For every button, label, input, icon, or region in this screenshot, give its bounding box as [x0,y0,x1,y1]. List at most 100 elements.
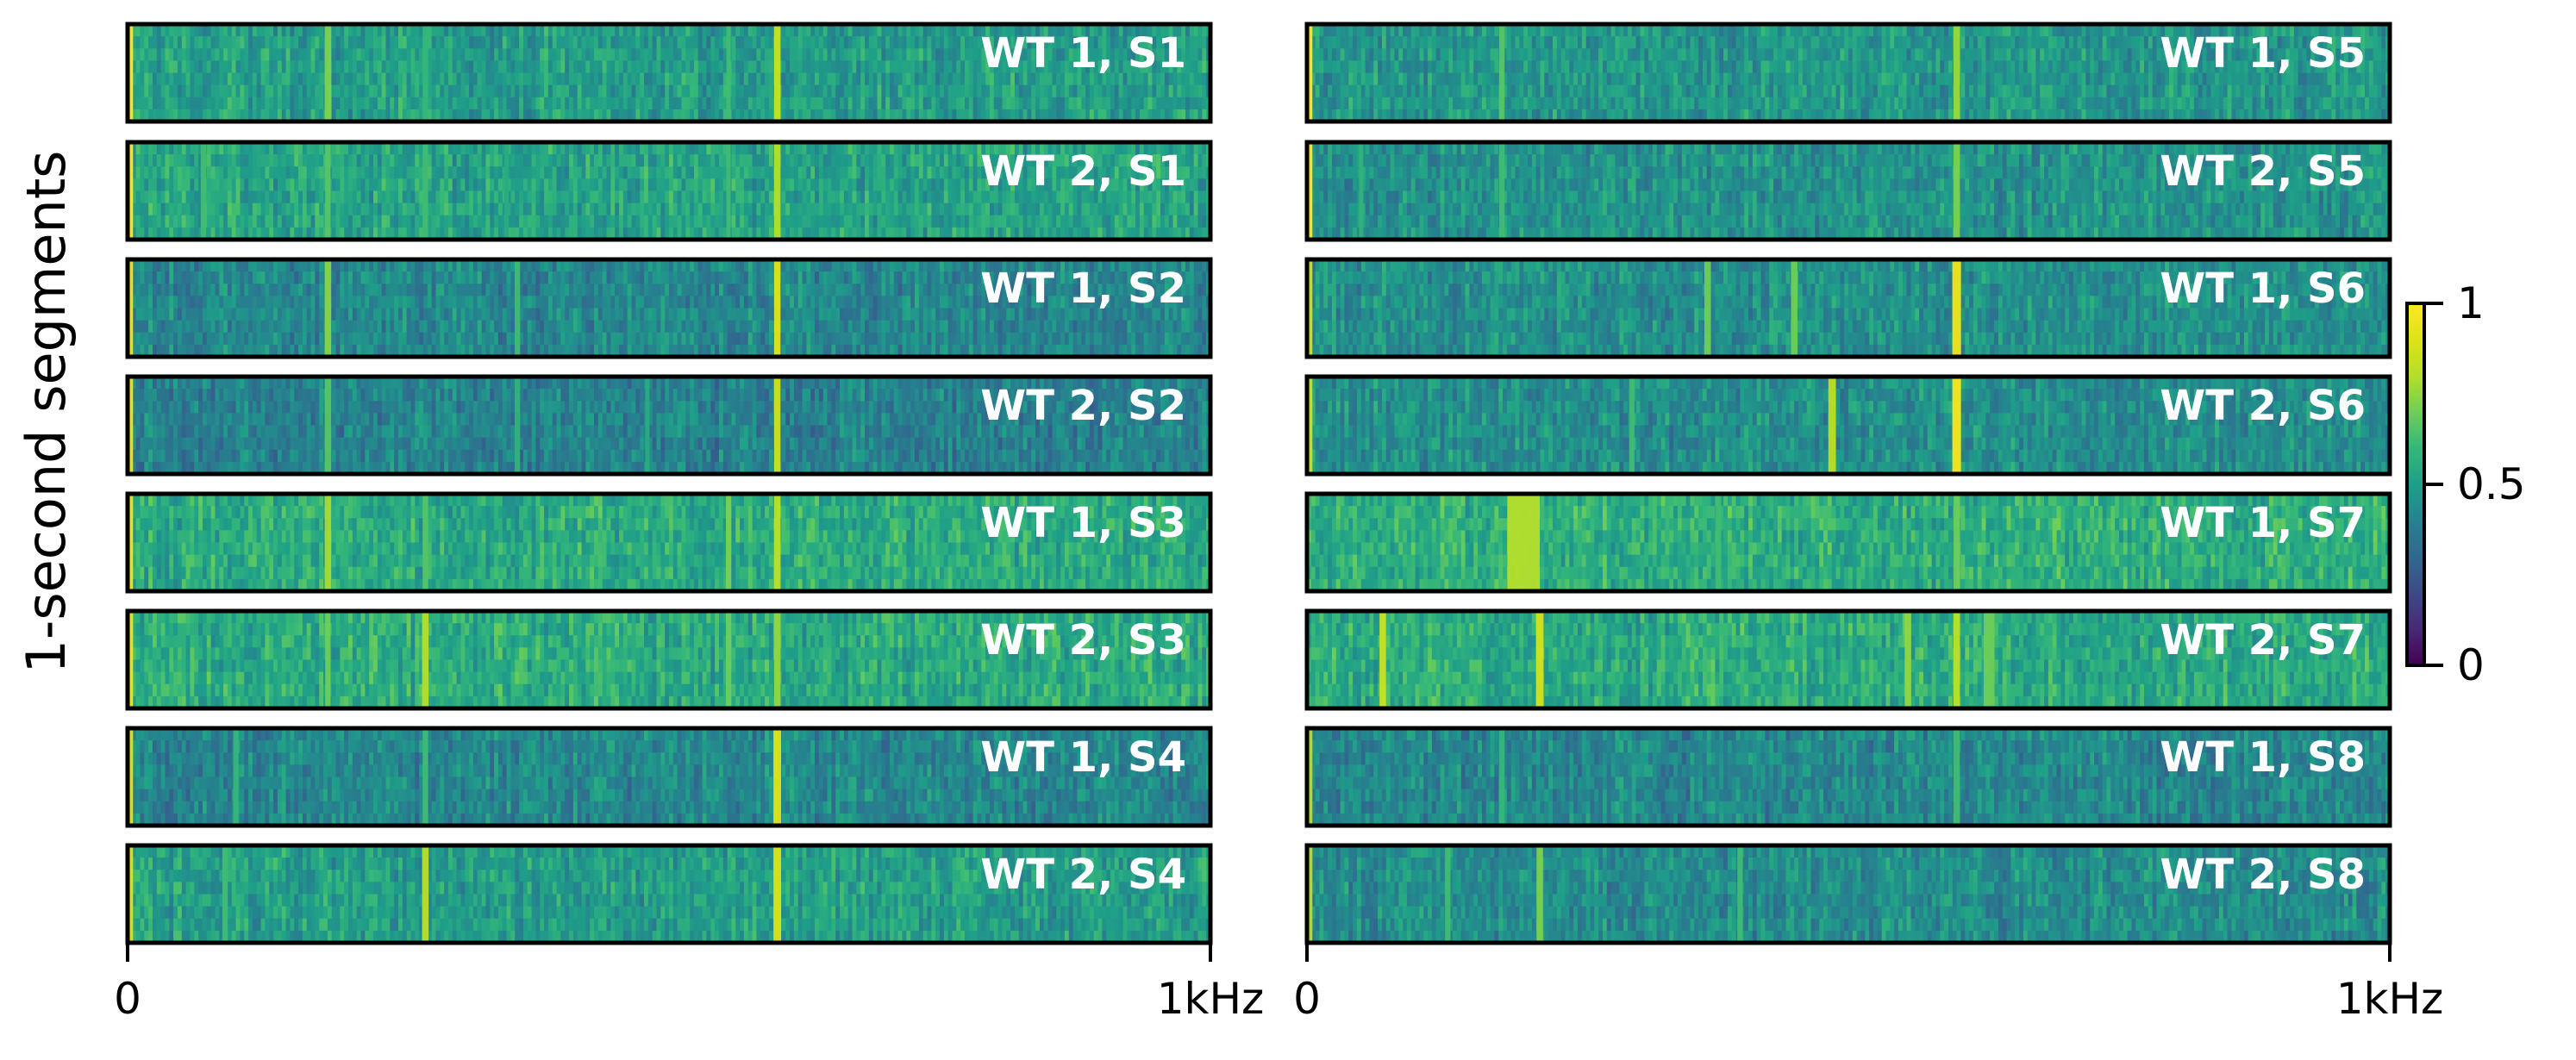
spectrogram-cell [473,36,478,49]
spectrogram-cell [482,73,486,86]
spectrogram-cell [303,60,307,73]
spectrogram-cell [265,60,269,73]
spectrogram-cell [261,36,266,49]
spectrogram-cell [198,73,203,86]
spectrogram-cell [615,73,619,86]
spectrogram-cell [523,48,528,61]
spectrogram-cell [398,73,403,86]
spectrogram-cell [303,85,307,98]
spectrogram-cell [469,85,473,98]
spectrogram-cell [190,97,194,110]
spectrogram-cell [365,97,369,110]
spectrogram-cell [398,36,403,49]
spectrogram-cell [557,73,561,86]
spectrogram-cell [203,36,207,49]
spectrogram-cell [353,85,357,98]
spectrogram-cell [578,97,582,110]
spectrogram-cell [340,73,344,86]
spectrogram-cell [444,73,448,86]
spectrogram-cell [590,36,594,49]
spectrogram-cell [236,60,241,73]
spectrogram-cell [219,97,223,110]
spectrogram-cell [573,73,578,86]
spectrogram-cell [228,97,232,110]
spectrogram-cell [660,48,665,61]
spectrogram-cell [635,48,640,61]
spectrogram-cell [532,36,536,49]
spectrogram-cell [585,73,590,86]
spectrogram-cell [244,60,248,73]
spectrogram-cell [182,85,186,98]
spectrogram-cell [490,85,494,98]
spectrogram-cell [240,60,244,73]
spectrogram-cell [528,36,532,49]
spectrogram-cell [503,48,507,61]
spectrogram-cell [428,73,432,86]
spectrogram-cell [315,36,319,49]
spectrogram-cell [394,73,398,86]
spectrogram-cell [244,36,248,49]
spectrogram-cell [336,85,341,98]
spectrogram-cell [136,97,141,110]
spectrogram-cell [148,73,153,86]
spectrogram-cell [365,73,369,86]
spectrogram-cell [607,85,611,98]
spectrogram-cell [253,85,257,98]
spectrogram-cell [211,73,216,86]
spectrogram-cell [628,36,632,49]
spectrogram-cell [211,60,216,73]
spectrogram-cell [140,73,144,86]
spectrogram-cell [161,60,166,73]
spectrogram-cell [444,36,448,49]
spectrogram-cell [632,85,636,98]
spectrogram-cell [148,36,153,49]
spectrogram-cell [265,97,269,110]
spectrogram-cell [153,73,157,86]
spectrogram-cell [369,60,373,73]
spectrogram-cell [203,60,207,73]
spectrogram-cell [194,36,198,49]
spectrogram-cell [378,73,382,86]
spectrogram-cell [298,48,303,61]
spectrogram-cell [560,73,565,86]
spectrogram-cell [294,97,298,110]
spectrogram-cell [207,36,211,49]
spectrogram-cell [603,73,607,86]
spectrogram-cell [557,36,561,49]
spectrogram-cell [528,48,532,61]
spectrogram-cell [665,36,669,49]
spectrogram-cell [136,60,141,73]
spectrogram-cell [361,36,366,49]
spectrogram-cell [544,36,548,49]
spectrogram-cell [553,73,557,86]
spectrogram-cell [610,36,615,49]
spectrogram-cell [485,85,490,98]
spectrogram-cell [515,60,519,73]
spectrogram-cell [460,85,465,98]
spectrogram-cell [223,73,228,86]
spectrogram-cell [440,73,444,86]
spectrogram-cell [290,97,294,110]
spectrogram-cell [635,97,640,110]
spectrogram-cell [315,48,319,61]
spectrogram-cell [319,85,323,98]
spectrogram-cell [540,36,544,49]
spectrogram-cell [478,97,482,110]
spectrogram-cell [165,48,169,61]
spectrogram-cell [519,73,523,86]
spectrogram-cell [657,48,661,61]
spectrogram-cell [348,85,353,98]
spectrogram-cell [440,60,444,73]
spectrogram-cell [519,97,523,110]
spectrogram-cell [598,85,603,98]
spectrogram-cell [535,36,540,49]
spectrogram-cell [648,48,653,61]
spectrogram-cell [457,97,461,110]
spectrogram-cell [410,85,415,98]
spectrogram-cell [244,97,248,110]
spectrogram-cell [361,60,366,73]
spectrogram-cell [273,85,278,98]
spectrogram-cell [410,48,415,61]
spectrogram-cell [265,36,269,49]
spectrogram-cell [660,60,665,73]
